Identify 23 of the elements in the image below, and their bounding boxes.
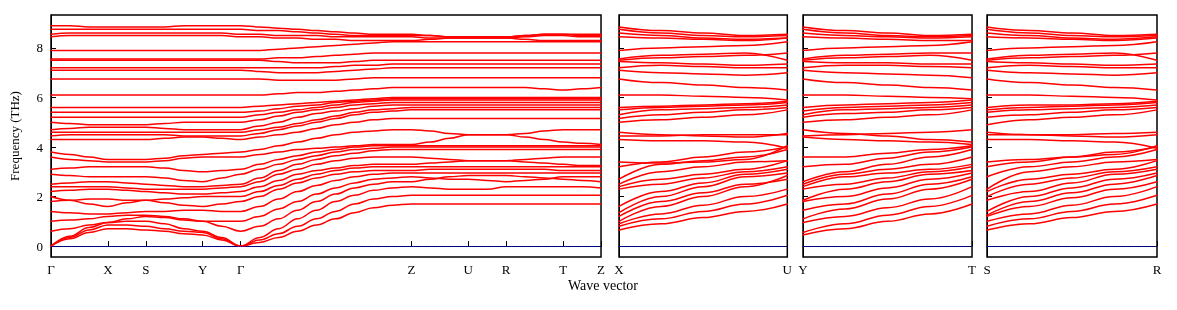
x-tick-label: Z (407, 262, 416, 277)
x-tick-label: R (1152, 262, 1162, 277)
y-tick-label: 0 (36, 238, 43, 254)
x-tick-label: Γ (236, 262, 245, 277)
y-tick-label: 4 (36, 139, 44, 155)
x-tick-label: T (968, 262, 977, 277)
x-tick-label: Z (597, 262, 606, 277)
x-tick-label: X (103, 262, 114, 277)
x-tick-label: X (614, 262, 625, 277)
x-tick-label: Y (798, 262, 809, 277)
x-tick-label: S (983, 262, 991, 277)
y-tick-label: 8 (36, 40, 43, 56)
x-axis-title: Wave vector (567, 278, 639, 294)
x-tick-label: Y (198, 262, 209, 277)
y-axis-title: Frequency (THz) (7, 91, 22, 181)
y-tick-label: 6 (36, 89, 44, 105)
x-tick-label: U (463, 262, 474, 277)
x-tick-label: T (559, 262, 568, 277)
x-tick-label: Γ (47, 262, 56, 277)
x-tick-label: S (142, 262, 150, 277)
y-tick-label: 2 (36, 189, 43, 205)
x-tick-label: R (501, 262, 511, 277)
x-tick-label: U (782, 262, 793, 277)
